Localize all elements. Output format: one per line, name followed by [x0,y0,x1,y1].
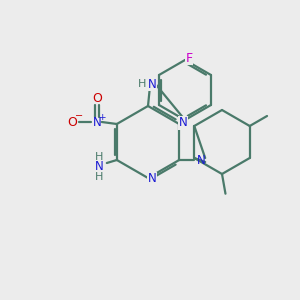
Text: N: N [148,172,156,185]
Text: N: N [94,160,103,173]
Text: −: − [75,111,83,121]
Text: H: H [94,152,103,162]
Text: H: H [138,79,146,89]
Text: N: N [92,116,101,128]
Text: N: N [148,77,156,91]
Text: H: H [94,172,103,182]
Text: N: N [197,154,206,166]
Text: O: O [92,92,102,104]
Text: O: O [67,116,77,128]
Text: N: N [179,116,188,130]
Text: +: + [98,112,106,122]
Text: F: F [185,52,193,64]
